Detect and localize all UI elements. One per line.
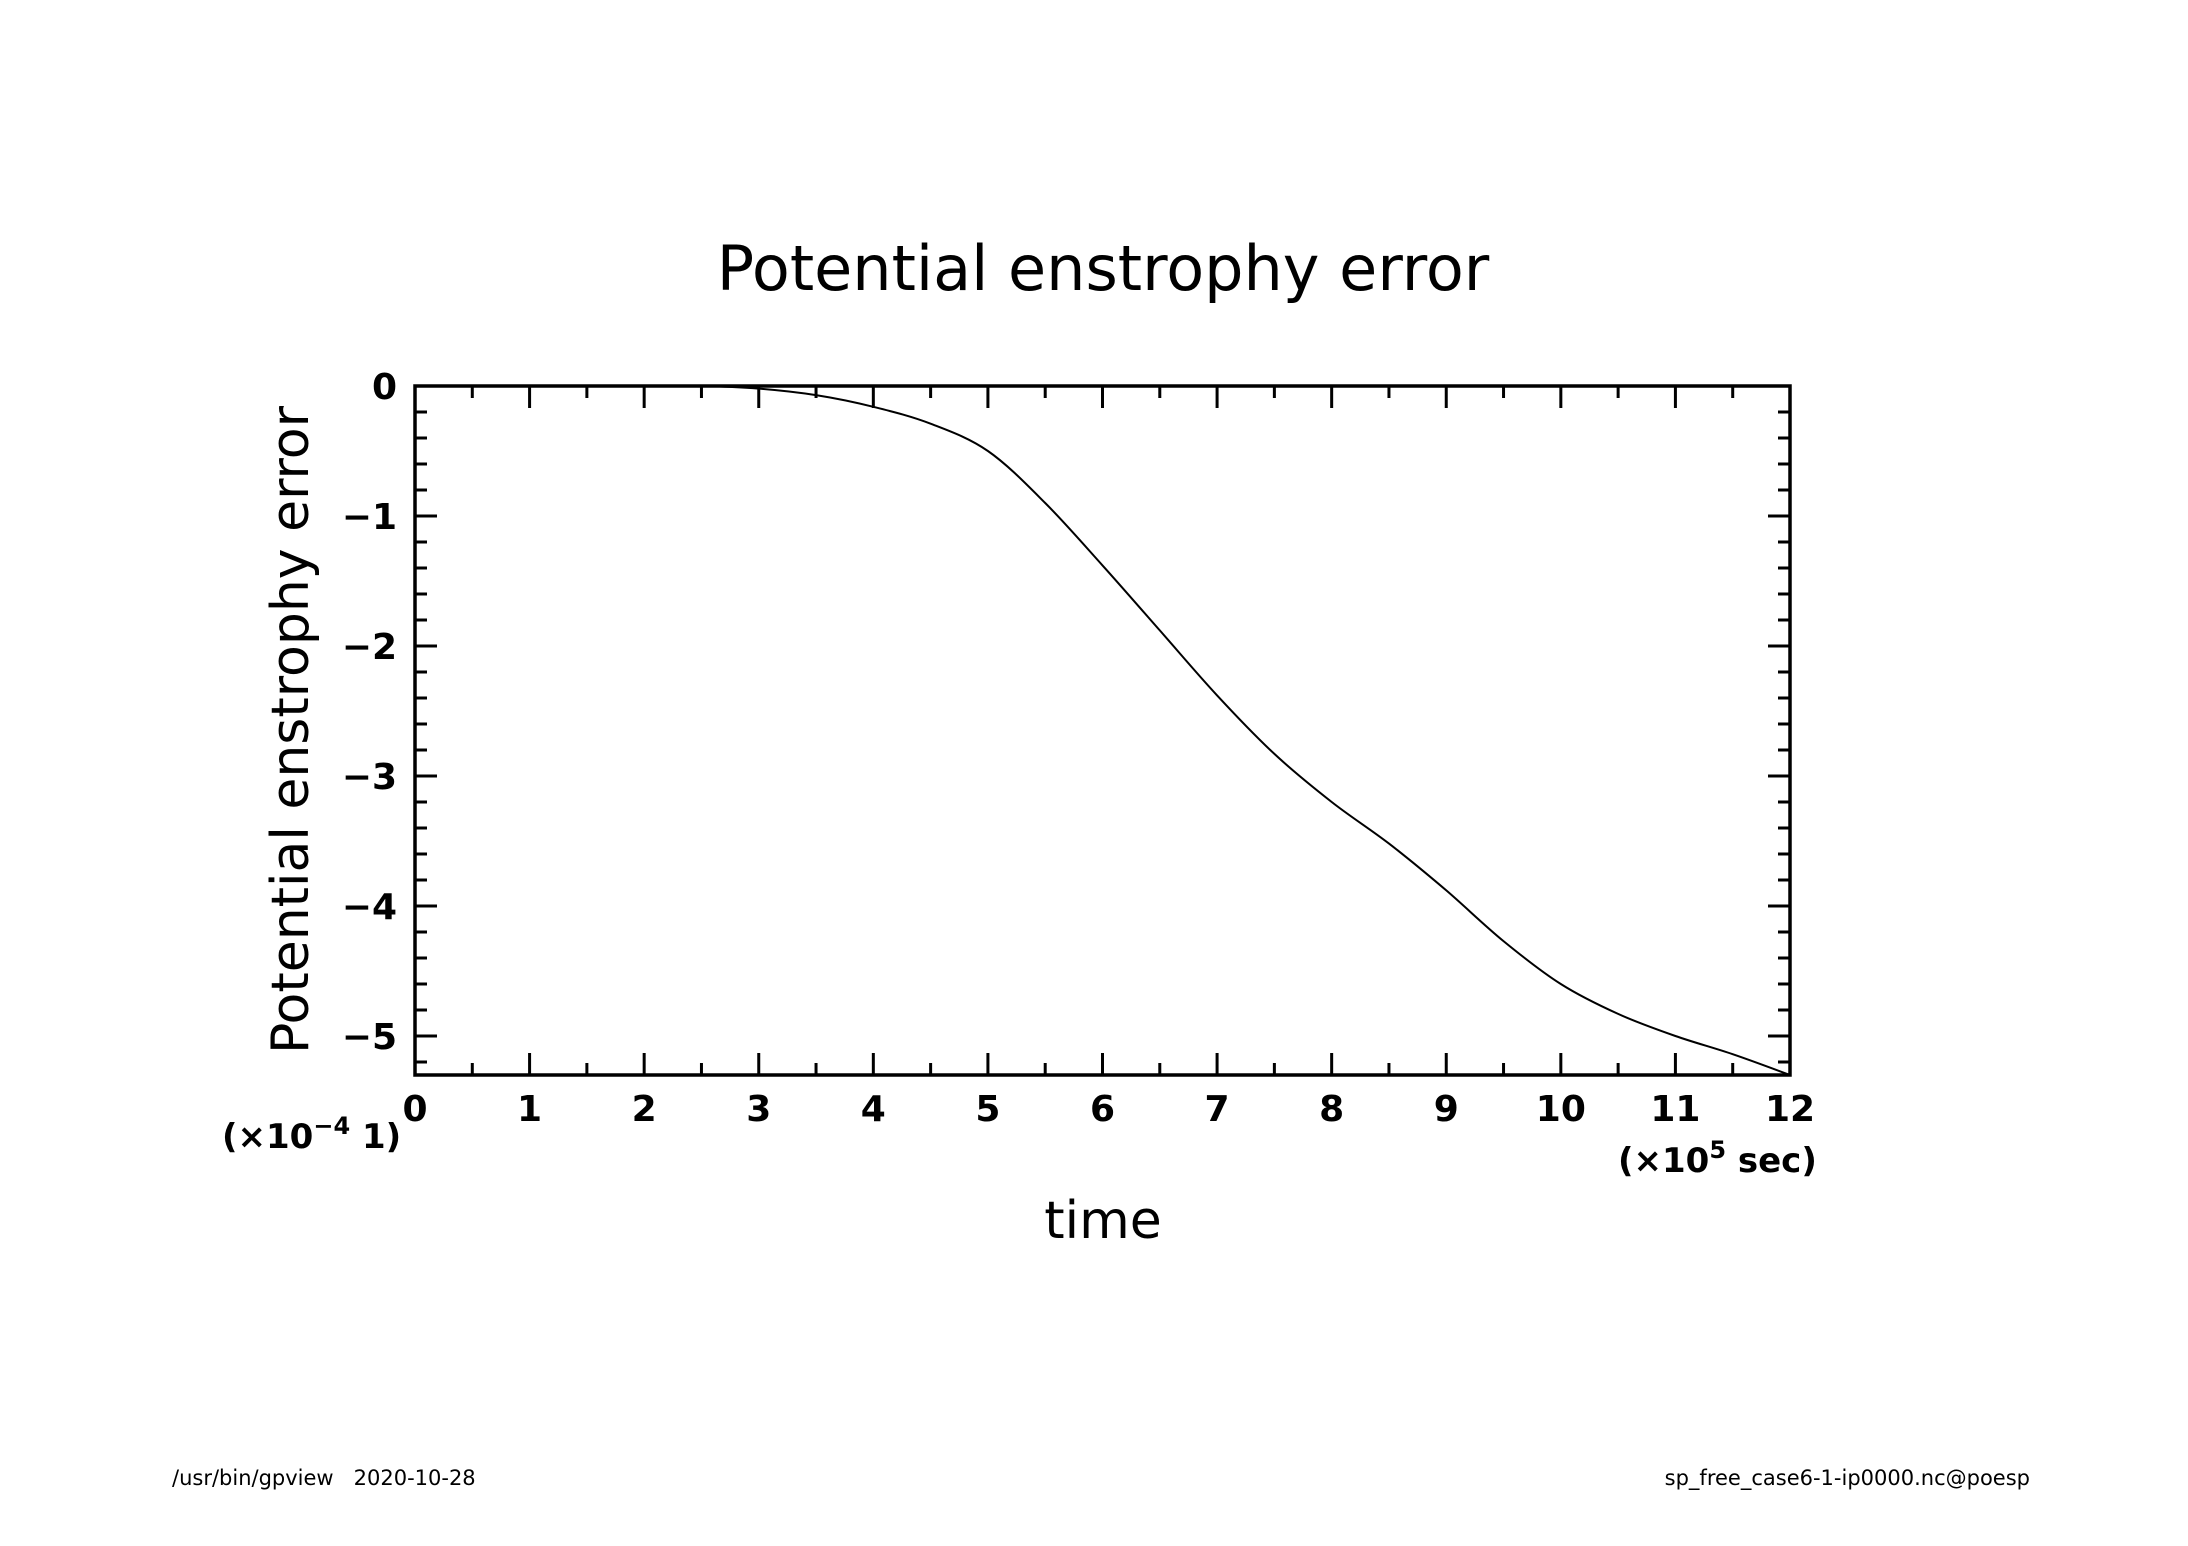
x-axis-tick-labels: 0 1 2 3 4 5 6 7 8 9 10 11 12 <box>402 1089 1815 1130</box>
x-axis-title: time <box>1044 1191 1161 1251</box>
x-tick-label: 6 <box>1090 1089 1115 1130</box>
y-axis-title: Potential enstrophy error <box>261 405 321 1054</box>
x-tick-label: 10 <box>1536 1089 1586 1130</box>
y-axis-multiplier: (×10−4 1) <box>222 1112 401 1157</box>
series-line <box>415 384 1791 1076</box>
footer-left: /usr/bin/gpview 2020-10-28 <box>172 1466 476 1490</box>
x-tick-label: 5 <box>975 1089 1000 1130</box>
x-tick-label: 7 <box>1205 1089 1230 1130</box>
x-tick-label: 2 <box>632 1089 657 1130</box>
x-tick-label: 9 <box>1434 1089 1459 1130</box>
x-axis-ticks <box>413 386 1792 1075</box>
x-axis-multiplier: (×105 sec) <box>1618 1136 1817 1181</box>
y-tick-label: 0 <box>372 367 397 408</box>
x-tick-label: 4 <box>861 1089 886 1130</box>
x-tick-label: 8 <box>1319 1089 1344 1130</box>
x-tick-label: 0 <box>402 1089 427 1130</box>
x-tick-label: 12 <box>1765 1089 1815 1130</box>
chart-title: Potential enstrophy error <box>717 232 1490 305</box>
x-tick-label: 11 <box>1650 1089 1700 1130</box>
y-tick-label: −2 <box>342 627 397 668</box>
plot-frame <box>413 384 1792 1077</box>
y-axis-ticks <box>415 384 1790 1064</box>
y-axis-tick-labels: 0 −1 −2 −3 −4 −5 <box>342 367 397 1058</box>
y-tick-label: −4 <box>342 887 397 928</box>
y-tick-label: −1 <box>342 497 397 538</box>
y-tick-label: −5 <box>342 1017 397 1058</box>
footer-right: sp_free_case6-1-ip0000.nc@poesp <box>1665 1466 2030 1491</box>
y-tick-label: −3 <box>342 757 397 798</box>
x-tick-label: 3 <box>746 1089 771 1130</box>
x-tick-label: 1 <box>517 1089 542 1130</box>
